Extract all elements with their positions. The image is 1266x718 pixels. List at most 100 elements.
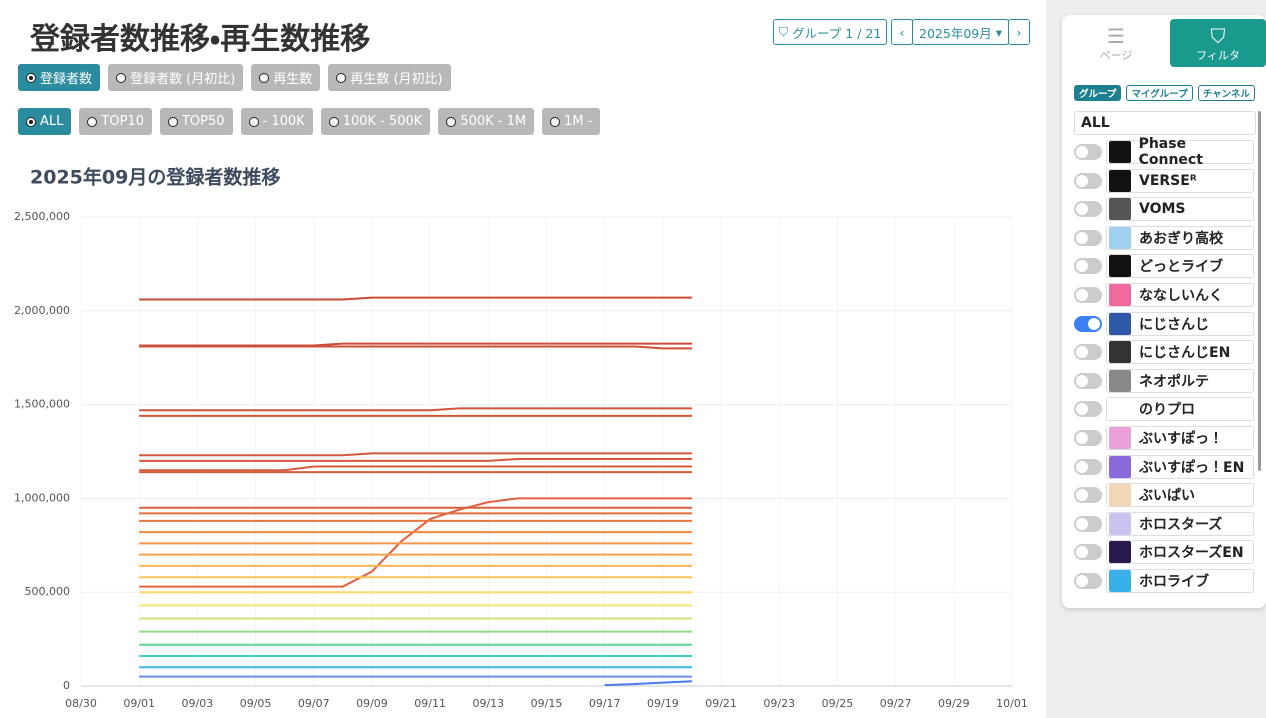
tab[interactable]: ☰ ページ: [1068, 19, 1164, 67]
group-item: にじさんじEN: [1074, 339, 1254, 365]
toggle[interactable]: [1074, 487, 1102, 504]
x-tick-label: 09/17: [589, 697, 621, 710]
x-tick-label: 09/19: [647, 697, 679, 710]
metric-options: 登録者数 登録者数 (月初比) 再生数 再生数 (月初比): [18, 64, 451, 91]
radio-label: 登録者数 (月初比): [130, 72, 236, 87]
y-tick-label: 500,000: [25, 585, 71, 598]
chip[interactable]: マイグループ: [1126, 85, 1193, 101]
x-tick-label: 09/13: [472, 697, 504, 710]
group-item: あおぎり高校: [1074, 225, 1254, 251]
toggle[interactable]: [1074, 372, 1102, 389]
x-tick-label: 09/27: [880, 697, 912, 710]
radio-button[interactable]: TOP10: [79, 108, 152, 135]
toggle[interactable]: [1074, 515, 1102, 532]
toggle[interactable]: [1074, 544, 1102, 561]
radio-button[interactable]: 登録者数 (月初比): [108, 64, 244, 91]
radio-dot: [328, 116, 339, 127]
x-tick-label: 09/21: [705, 697, 737, 710]
prev-month[interactable]: ‹: [891, 19, 913, 45]
group-label-box: ぶいぱい: [1106, 483, 1254, 508]
group-label: Phase Connect: [1138, 136, 1203, 168]
group-icon: [1109, 512, 1131, 535]
radio-button[interactable]: 1M -: [542, 108, 601, 135]
group-icon: [1109, 484, 1131, 507]
group-label-box: ホロライブ: [1106, 569, 1254, 593]
toggle[interactable]: [1074, 458, 1102, 475]
radio-label: 500K - 1M: [460, 114, 527, 129]
group-icon: [1109, 398, 1131, 421]
radio-button[interactable]: - 100K: [240, 108, 313, 135]
radio-button[interactable]: TOP50: [159, 108, 233, 135]
group-label: ネオポルテ: [1139, 373, 1209, 390]
group-icon: [1109, 255, 1131, 278]
tab[interactable]: ⛉ フィルタ: [1170, 19, 1266, 67]
toggle[interactable]: [1074, 430, 1102, 446]
toggle[interactable]: [1074, 258, 1102, 275]
group-label: にじさんじ: [1139, 316, 1209, 333]
page-title: 登録者数推移・再生数推移: [30, 22, 371, 57]
group-item: どっとライブ: [1074, 253, 1254, 279]
radio-dot: [446, 116, 457, 127]
toggle[interactable]: [1074, 172, 1102, 189]
group-item: VERSEᴿ: [1074, 168, 1254, 194]
all-option[interactable]: ALL: [1074, 111, 1256, 135]
x-tick-label: 09/03: [182, 697, 214, 710]
filter-panel: ☰ ページ ⛉ フィルタ グループ マイグループ チャンネル ALL Phase Conn…: [1062, 15, 1266, 608]
month-select[interactable]: 2025年09月 ▾: [912, 19, 1009, 45]
radio-dot: [336, 72, 347, 83]
toggle[interactable]: [1074, 401, 1102, 418]
toggle[interactable]: [1074, 144, 1102, 160]
radio-label: 再生数: [273, 72, 313, 87]
group-label-box: にじさんじEN: [1106, 340, 1254, 365]
chart-title: 2025年09月の登録者数推移: [30, 166, 280, 189]
group-label: あおぎり高校: [1139, 230, 1223, 247]
x-tick-label: 09/07: [298, 697, 330, 710]
chart: 2025年09月の登録者数推移 0 500,000 1,000,000 1,500,0…: [14, 166, 1028, 711]
toggle[interactable]: [1074, 201, 1102, 218]
chip[interactable]: グループ: [1074, 85, 1122, 101]
group-button[interactable]: ⛉ グループ 1 / 21: [773, 19, 887, 45]
y-tick-label: 1,500,000: [14, 398, 70, 411]
radio-label: TOP50: [181, 114, 225, 129]
toggle[interactable]: [1074, 315, 1102, 332]
next-month[interactable]: ›: [1008, 19, 1030, 45]
toggle[interactable]: [1074, 573, 1102, 589]
chip[interactable]: チャンネル: [1197, 85, 1255, 101]
toggle[interactable]: [1074, 287, 1102, 303]
x-tick-label: 09/11: [414, 697, 446, 710]
radio-label: 100K - 500K: [342, 114, 423, 129]
group-icon: [1109, 341, 1131, 364]
series-line: [604, 680, 693, 687]
group-label-box: ななしいんく: [1106, 283, 1254, 307]
radio-button[interactable]: 再生数 (月初比): [328, 64, 451, 91]
group-label-box: どっとライブ: [1106, 254, 1254, 279]
radio-button[interactable]: ALL: [18, 108, 72, 135]
group-item: ぶいぱい: [1074, 482, 1254, 508]
group-label: ホロライブ: [1139, 574, 1209, 590]
group-label: にじさんじEN: [1139, 345, 1231, 362]
y-tick-label: 1,000,000: [14, 491, 70, 504]
group-label: ななしいんく: [1139, 288, 1223, 304]
group-item: ネオポルテ: [1074, 368, 1254, 394]
group-label: ホロスターズEN: [1139, 545, 1244, 562]
series-line: [139, 497, 692, 588]
radio-button[interactable]: 再生数: [251, 64, 321, 91]
group-label: どっとライブ: [1139, 259, 1223, 276]
radio-button[interactable]: 500K - 1M: [438, 108, 535, 135]
radio-label: 再生数 (月初比): [350, 72, 443, 87]
group-label-box: ぶいすぽっ！: [1106, 426, 1254, 450]
x-tick-label: 09/29: [938, 697, 970, 710]
x-tick-label: 10/01: [996, 697, 1028, 710]
radio-button[interactable]: 100K - 500K: [320, 108, 431, 135]
toggle[interactable]: [1074, 344, 1102, 361]
radio-button[interactable]: 登録者数: [18, 64, 101, 91]
tab-icon: ⛉: [1210, 24, 1226, 48]
series-line: [139, 407, 692, 412]
group-icon: [1109, 427, 1131, 449]
series-line: [139, 296, 692, 301]
radio-dot: [167, 116, 178, 127]
x-tick-label: 09/05: [240, 697, 272, 710]
toggle[interactable]: [1074, 229, 1102, 246]
group-item: ぶいすぽっ！EN: [1074, 454, 1254, 480]
group-label: ぶいすぽっ！: [1139, 431, 1223, 447]
